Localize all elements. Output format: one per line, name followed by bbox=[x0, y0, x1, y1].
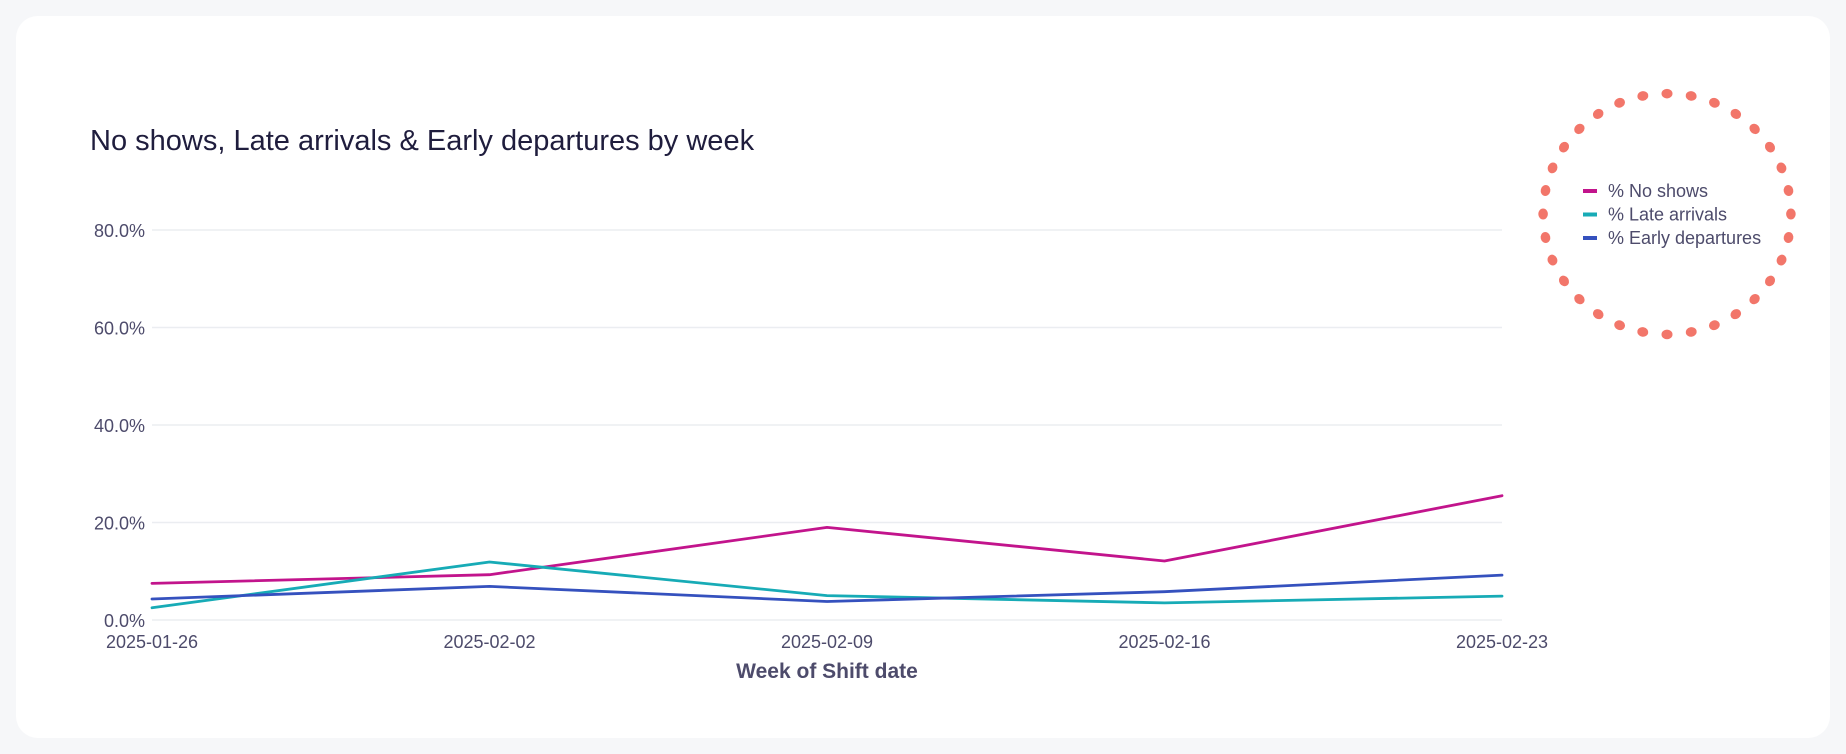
x-tick-label: 2025-01-26 bbox=[106, 632, 198, 652]
highlight-dot bbox=[1558, 275, 1570, 287]
highlight-dot bbox=[1783, 185, 1794, 196]
x-tick-label: 2025-02-02 bbox=[443, 632, 535, 652]
highlight-dot bbox=[1776, 162, 1787, 174]
y-tick-label: 0.0% bbox=[104, 611, 145, 631]
highlight-dot bbox=[1637, 327, 1649, 337]
legend-label: % Late arrivals bbox=[1608, 205, 1727, 225]
highlight-dot bbox=[1547, 162, 1558, 174]
x-tick-label: 2025-02-23 bbox=[1456, 632, 1548, 652]
x-tick-label: 2025-02-16 bbox=[1118, 632, 1210, 652]
y-tick-label: 80.0% bbox=[94, 221, 145, 241]
highlight-dot bbox=[1749, 123, 1760, 135]
highlight-dot bbox=[1685, 327, 1697, 337]
highlight-dot bbox=[1574, 123, 1585, 135]
chart-card bbox=[16, 16, 1830, 738]
x-tick-label: 2025-02-09 bbox=[781, 632, 873, 652]
series-line bbox=[150, 560, 1504, 610]
highlight-dot bbox=[1614, 97, 1625, 108]
y-tick-label: 60.0% bbox=[94, 319, 145, 339]
y-axis-ticks: 0.0% 20.0% 40.0% 60.0% 80.0% bbox=[94, 221, 145, 631]
highlight-dot bbox=[1776, 254, 1787, 266]
highlight-dot bbox=[1749, 293, 1760, 305]
legend-item[interactable]: % No shows bbox=[1583, 181, 1708, 201]
highlight-dot bbox=[1685, 91, 1697, 101]
grid-lines bbox=[152, 229, 1502, 621]
legend-label: % Early departures bbox=[1608, 228, 1761, 248]
highlight-dot bbox=[1538, 208, 1548, 220]
highlight-dot bbox=[1558, 141, 1570, 153]
x-axis-ticks: 2025-01-26 2025-02-02 2025-02-09 2025-02-16… bbox=[106, 632, 1548, 652]
highlight-dot bbox=[1592, 108, 1604, 119]
highlight-dot bbox=[1637, 91, 1649, 101]
x-axis-title: Week of Shift date bbox=[736, 660, 918, 683]
highlight-dot bbox=[1574, 293, 1585, 305]
chart-title: No shows, Late arrivals & Early departur… bbox=[90, 125, 755, 157]
y-tick-label: 40.0% bbox=[94, 416, 145, 436]
highlight-dot bbox=[1540, 232, 1551, 243]
legend-item[interactable]: % Early departures bbox=[1583, 228, 1761, 248]
legend[interactable]: % No shows % Late arrivals % Early departu… bbox=[1538, 88, 1796, 340]
highlight-dot bbox=[1709, 97, 1720, 108]
series-lines bbox=[150, 494, 1504, 610]
highlight-dot bbox=[1708, 320, 1720, 331]
series-line bbox=[150, 573, 1504, 603]
legend-item[interactable]: % Late arrivals bbox=[1583, 205, 1727, 225]
highlight-dot bbox=[1730, 108, 1742, 119]
highlight-dot bbox=[1614, 320, 1626, 331]
highlight-dot bbox=[1764, 141, 1776, 153]
legend-label: % No shows bbox=[1608, 181, 1708, 201]
series-line bbox=[150, 494, 1504, 585]
highlight-dot bbox=[1661, 329, 1673, 340]
y-tick-label: 20.0% bbox=[94, 514, 145, 534]
highlight-dot bbox=[1592, 309, 1604, 320]
highlight-dot bbox=[1730, 309, 1742, 320]
highlight-dot bbox=[1540, 185, 1551, 196]
highlight-dot bbox=[1547, 254, 1558, 266]
highlight-dot bbox=[1783, 232, 1794, 243]
highlight-dot bbox=[1786, 208, 1796, 220]
highlight-dot bbox=[1661, 88, 1673, 99]
legend-highlight-ring bbox=[1538, 88, 1796, 340]
highlight-dot bbox=[1764, 275, 1776, 287]
